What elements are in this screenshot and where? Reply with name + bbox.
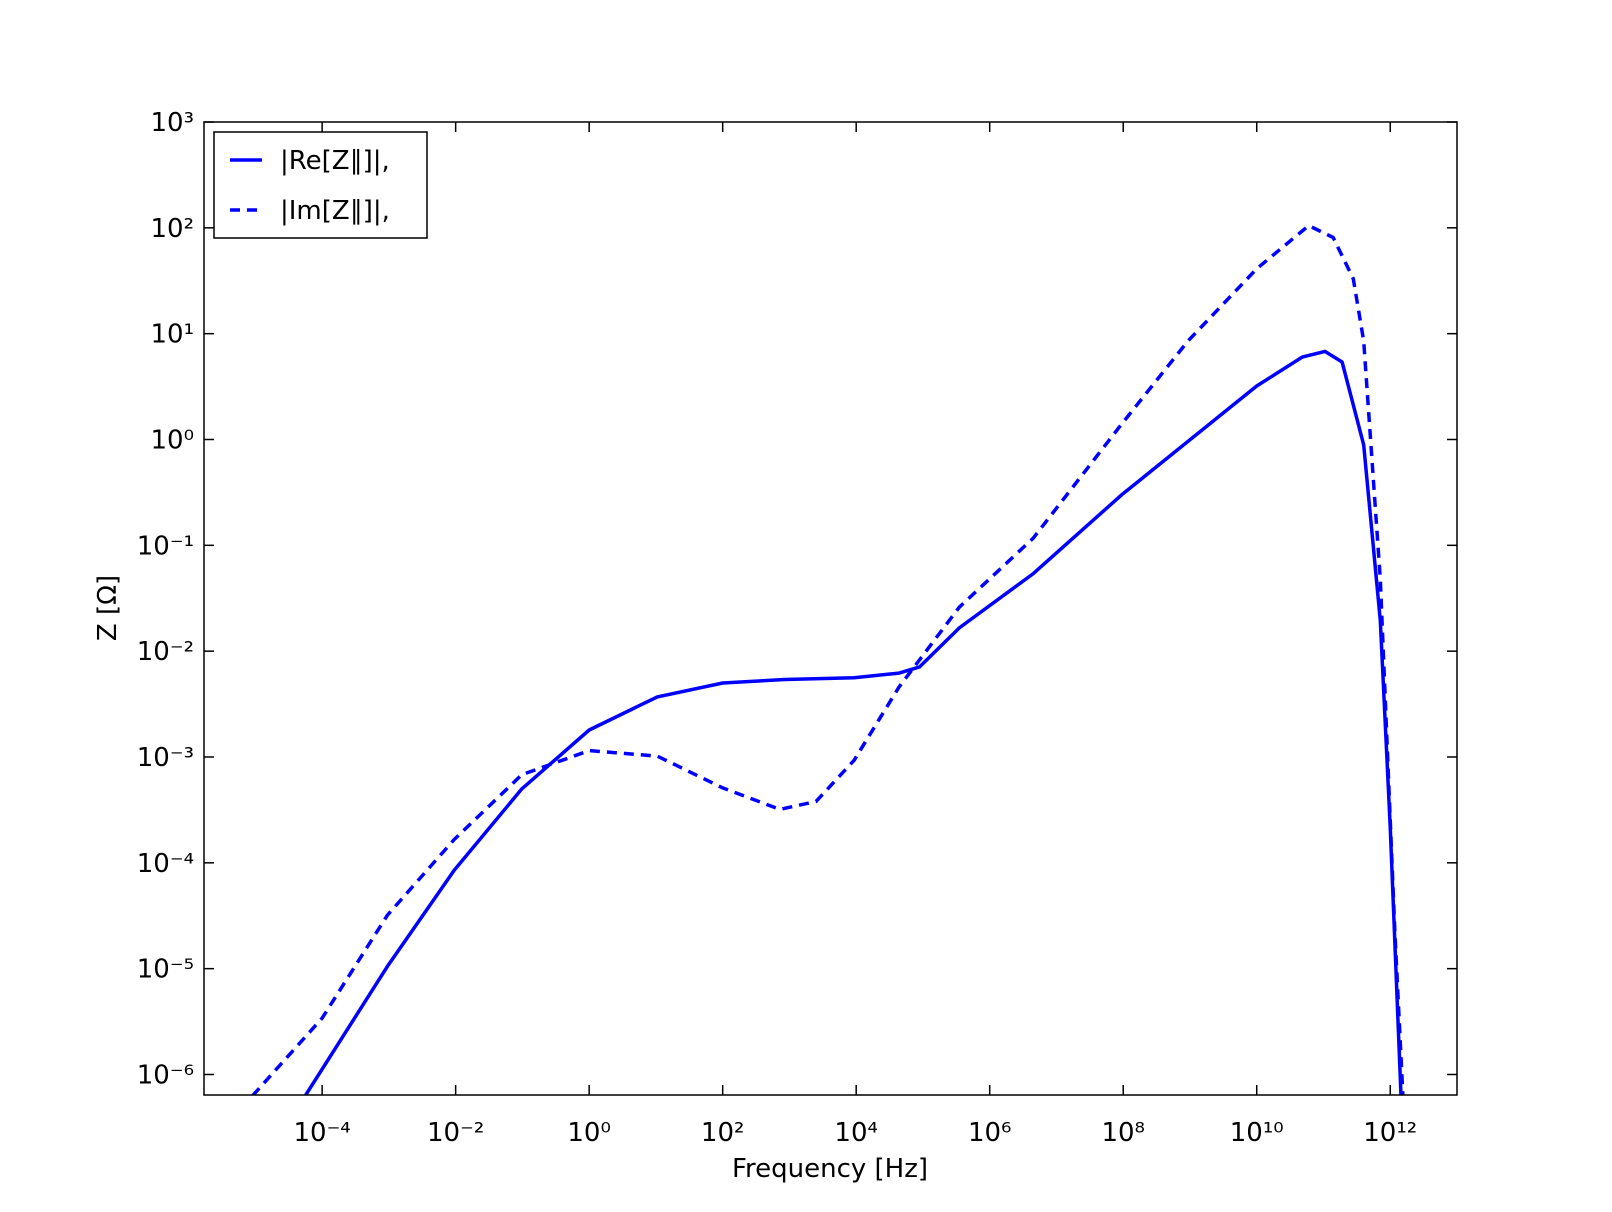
y-tick-label: 10⁰ <box>150 425 194 455</box>
y-tick-label: 10¹ <box>150 320 194 350</box>
legend-label: |Im[Z∥]|, <box>280 196 390 226</box>
x-tick-label: 10⁴ <box>834 1118 878 1148</box>
y-tick-label: 10⁻¹ <box>137 531 194 561</box>
y-tick-label: 10³ <box>150 108 194 138</box>
y-tick-label: 10⁻⁵ <box>137 955 194 985</box>
y-tick-label: 10⁻⁴ <box>137 849 194 879</box>
x-tick-label: 10¹⁰ <box>1230 1118 1284 1148</box>
x-tick-label: 10¹² <box>1363 1118 1417 1148</box>
legend-label: |Re[Z∥]|, <box>280 146 390 176</box>
legend-box <box>213 131 428 239</box>
data-line <box>303 349 1403 1095</box>
data-line <box>251 223 1405 1095</box>
y-tick-label: 10⁻⁶ <box>137 1060 194 1090</box>
plot-frame <box>203 121 1458 1096</box>
x-tick-label: 10⁻² <box>427 1118 484 1148</box>
x-tick-label: 10⁰ <box>567 1118 611 1148</box>
x-tick-label: 10⁻⁴ <box>294 1118 351 1148</box>
x-tick-label: 10⁸ <box>1101 1118 1145 1148</box>
y-tick-label: 10² <box>150 214 194 244</box>
y-tick-label: 10⁻² <box>137 637 194 667</box>
y-axis-label: Z [Ω] <box>93 575 123 641</box>
y-tick-label: 10⁻³ <box>137 743 194 773</box>
x-tick-label: 10⁶ <box>968 1118 1012 1148</box>
x-axis-label: Frequency [Hz] <box>732 1154 928 1184</box>
x-tick-label: 10² <box>701 1118 745 1148</box>
